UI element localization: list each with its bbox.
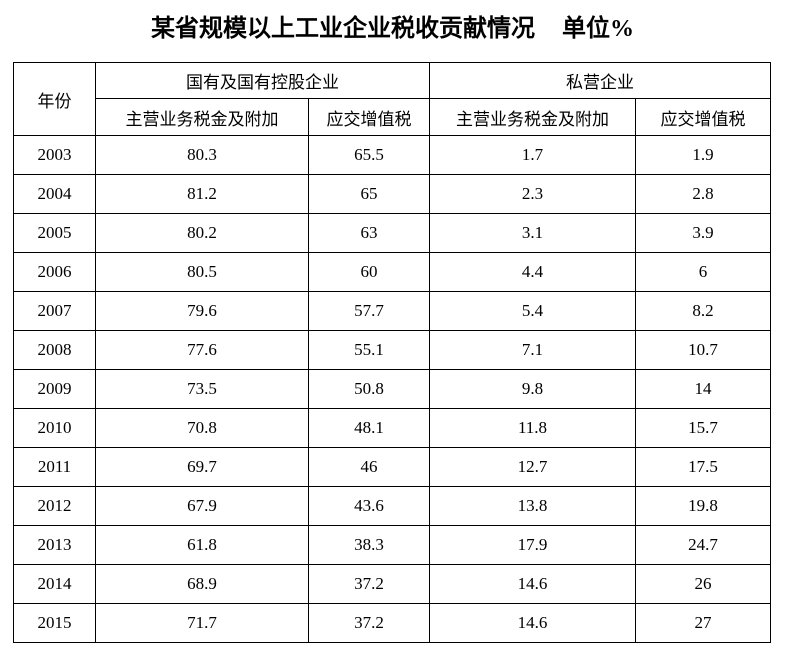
table-row: 2012 67.9 43.6 13.8 19.8 <box>13 486 771 526</box>
data-cell: 67.9 <box>95 486 309 526</box>
table-row: 2009 73.5 50.8 9.8 14 <box>13 369 771 409</box>
data-cell: 17.5 <box>635 447 771 487</box>
data-cell: 3.1 <box>429 213 636 253</box>
year-cell: 2011 <box>13 447 96 487</box>
title-text: 某省规模以上工业企业税收贡献情况 <box>151 16 535 42</box>
year-cell: 2014 <box>13 564 96 604</box>
group-header-state-owned: 国有及国有控股企业 <box>95 62 430 99</box>
year-cell: 2007 <box>13 291 96 331</box>
data-cell: 26 <box>635 564 771 604</box>
data-cell: 1.7 <box>429 135 636 175</box>
data-cell: 17.9 <box>429 525 636 565</box>
data-cell: 37.2 <box>308 564 430 604</box>
page-title: 某省规模以上工业企业税收贡献情况 单位% <box>0 13 785 45</box>
subheader-soe-business-tax: 主营业务税金及附加 <box>95 98 309 136</box>
year-cell: 2004 <box>13 174 96 214</box>
year-cell: 2003 <box>13 135 96 175</box>
year-cell: 2010 <box>13 408 96 448</box>
data-cell: 9.8 <box>429 369 636 409</box>
data-cell: 15.7 <box>635 408 771 448</box>
data-cell: 61.8 <box>95 525 309 565</box>
data-cell: 10.7 <box>635 330 771 370</box>
data-cell: 5.4 <box>429 291 636 331</box>
data-cell: 69.7 <box>95 447 309 487</box>
header-row-subcolumns: 主营业务税金及附加 应交增值税 主营业务税金及附加 应交增值税 <box>14 98 771 136</box>
data-cell: 65.5 <box>308 135 430 175</box>
data-cell: 63 <box>308 213 430 253</box>
data-cell: 4.4 <box>429 252 636 292</box>
subheader-soe-vat: 应交增值税 <box>308 98 430 136</box>
data-cell: 43.6 <box>308 486 430 526</box>
data-cell: 50.8 <box>308 369 430 409</box>
data-cell: 68.9 <box>95 564 309 604</box>
header-row-groups: 年份 国有及国有控股企业 私营企业 <box>13 62 771 136</box>
table-row: 2007 79.6 57.7 5.4 8.2 <box>13 291 771 331</box>
group-header-private: 私营企业 <box>429 62 771 99</box>
data-cell: 80.5 <box>95 252 309 292</box>
data-cell: 48.1 <box>308 408 430 448</box>
data-cell: 81.2 <box>95 174 309 214</box>
data-cell: 27 <box>635 603 771 643</box>
table-row: 2013 61.8 38.3 17.9 24.7 <box>13 525 771 565</box>
data-cell: 80.3 <box>95 135 309 175</box>
data-cell: 46 <box>308 447 430 487</box>
data-cell: 1.9 <box>635 135 771 175</box>
data-cell: 11.8 <box>429 408 636 448</box>
data-cell: 7.1 <box>429 330 636 370</box>
data-cell: 2.8 <box>635 174 771 214</box>
table-row: 2004 81.2 65 2.3 2.8 <box>13 174 771 214</box>
table-row: 2011 69.7 46 12.7 17.5 <box>13 447 771 487</box>
data-cell: 55.1 <box>308 330 430 370</box>
data-cell: 14 <box>635 369 771 409</box>
data-cell: 14.6 <box>429 603 636 643</box>
data-cell: 8.2 <box>635 291 771 331</box>
tax-contribution-table: 年份 国有及国有控股企业 私营企业 主营业务税金及附加 应交增值税 主营业务税金… <box>13 62 771 643</box>
year-cell: 2009 <box>13 369 96 409</box>
year-column-header: 年份 <box>13 62 96 136</box>
year-cell: 2012 <box>13 486 96 526</box>
data-cell: 19.8 <box>635 486 771 526</box>
data-cell: 79.6 <box>95 291 309 331</box>
table-row: 2005 80.2 63 3.1 3.9 <box>13 213 771 253</box>
data-cell: 80.2 <box>95 213 309 253</box>
data-cell: 3.9 <box>635 213 771 253</box>
data-cell: 71.7 <box>95 603 309 643</box>
subheader-private-vat: 应交增值税 <box>635 98 771 136</box>
data-cell: 12.7 <box>429 447 636 487</box>
year-cell: 2013 <box>13 525 96 565</box>
data-cell: 6 <box>635 252 771 292</box>
data-cell: 60 <box>308 252 430 292</box>
data-cell: 73.5 <box>95 369 309 409</box>
data-cell: 37.2 <box>308 603 430 643</box>
year-cell: 2015 <box>13 603 96 643</box>
table-row: 2008 77.6 55.1 7.1 10.7 <box>13 330 771 370</box>
year-cell: 2005 <box>13 213 96 253</box>
data-cell: 2.3 <box>429 174 636 214</box>
subheader-private-business-tax: 主营业务税金及附加 <box>429 98 636 136</box>
data-cell: 24.7 <box>635 525 771 565</box>
unit-label: 单位% <box>562 16 634 42</box>
data-cell: 65 <box>308 174 430 214</box>
year-cell: 2008 <box>13 330 96 370</box>
table-row: 2010 70.8 48.1 11.8 15.7 <box>13 408 771 448</box>
data-cell: 77.6 <box>95 330 309 370</box>
table-row: 2015 71.7 37.2 14.6 27 <box>13 603 771 643</box>
year-cell: 2006 <box>13 252 96 292</box>
data-cell: 13.8 <box>429 486 636 526</box>
table-row: 2014 68.9 37.2 14.6 26 <box>13 564 771 604</box>
data-cell: 70.8 <box>95 408 309 448</box>
table-row: 2003 80.3 65.5 1.7 1.9 <box>13 135 771 175</box>
data-cell: 38.3 <box>308 525 430 565</box>
data-cell: 14.6 <box>429 564 636 604</box>
table-row: 2006 80.5 60 4.4 6 <box>13 252 771 292</box>
data-cell: 57.7 <box>308 291 430 331</box>
